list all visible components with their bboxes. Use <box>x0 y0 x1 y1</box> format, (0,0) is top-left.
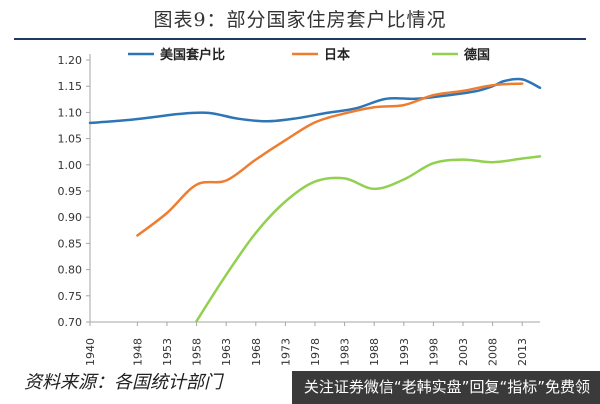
y-tick-label: 1.20 <box>58 54 83 67</box>
x-tick-label: 1958 <box>191 338 204 366</box>
x-tick-label: 1988 <box>368 338 381 366</box>
series-line-germany <box>195 155 542 323</box>
series-line-us <box>88 77 542 125</box>
y-tick-label: 0.90 <box>58 211 83 224</box>
series-lines <box>88 77 542 323</box>
promo-banner: 关注证券微信“老韩实盘”回复“指标”免费领 <box>291 371 600 404</box>
x-tick-label: 1993 <box>398 338 411 366</box>
y-tick-label: 0.75 <box>58 290 83 303</box>
y-tick-label: 1.05 <box>58 133 83 146</box>
y-tick-label: 0.80 <box>58 264 83 277</box>
y-tick-label: 1.15 <box>58 80 83 93</box>
x-tick-label: 1983 <box>339 338 352 366</box>
x-tick-labels: 1940 1948 1953 1958 1963 1968 1973 1978 1983 1988… <box>84 338 529 366</box>
x-tick-label: 2003 <box>457 338 470 366</box>
y-tick-label: 0.85 <box>58 237 83 250</box>
page-title: 图表9：部分国家住房套户比情况 <box>153 9 447 31</box>
x-tick-label: 1998 <box>427 338 440 366</box>
y-tick-label: 1.00 <box>58 159 83 172</box>
legend-label-us: 美国套户比 <box>160 47 225 63</box>
x-tick-label: 1953 <box>161 338 174 366</box>
legend-label-germany: 德国 <box>464 47 490 63</box>
x-tick-label: 1963 <box>220 338 233 366</box>
y-tick-label: 0.95 <box>58 185 83 198</box>
x-tick-label: 1978 <box>309 338 322 366</box>
x-tick-label: 2013 <box>516 338 529 366</box>
title-rule <box>14 38 586 40</box>
y-tick-label: 1.10 <box>58 106 83 119</box>
x-tick-label: 2008 <box>487 338 500 366</box>
x-tick-label: 1968 <box>250 338 263 366</box>
x-tick-label: 1948 <box>131 338 144 366</box>
chart-axes <box>86 54 540 326</box>
legend: 美国套户比 日本 德国 <box>128 47 490 63</box>
x-tick-label: 1973 <box>279 338 292 366</box>
y-tick-label: 0.70 <box>58 316 83 329</box>
y-tick-labels: 0.70 0.75 0.80 0.85 0.90 0.95 1.00 1.05 1.10 1.15… <box>58 54 83 329</box>
legend-label-japan: 日本 <box>324 47 350 63</box>
x-tick-label: 1940 <box>84 338 97 366</box>
source-note: 资料来源：各国统计部门 <box>24 372 222 393</box>
series-line-japan <box>136 82 524 237</box>
